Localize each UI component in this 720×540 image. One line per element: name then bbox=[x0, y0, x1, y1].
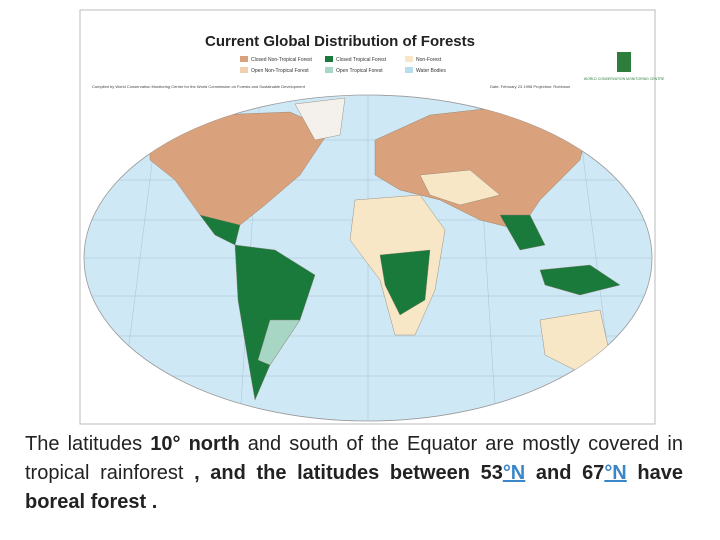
legend-swatch bbox=[325, 67, 333, 73]
legend-swatch bbox=[240, 67, 248, 73]
map-credit: Compiled by World Conservation Monitorin… bbox=[92, 84, 306, 89]
caption-text: 10° north bbox=[150, 433, 240, 455]
caption-text: and 67 bbox=[525, 462, 605, 484]
caption-link[interactable]: °N bbox=[502, 462, 526, 484]
legend-swatch bbox=[240, 56, 248, 62]
map-title: Current Global Distribution of Forests bbox=[205, 33, 475, 50]
legend-label: Non-Forest bbox=[416, 57, 442, 63]
caption-link[interactable]: °N bbox=[604, 462, 627, 484]
caption-text: The latitudes bbox=[25, 433, 151, 455]
caption-text: have boreal forest . bbox=[25, 462, 683, 513]
legend-label: Open Non-Tropical Forest bbox=[251, 68, 309, 74]
caption-text: and south of the Equator are mostly cove… bbox=[25, 433, 683, 484]
logo-text: WORLD CONSERVATION MONITORING CENTRE bbox=[584, 77, 665, 81]
legend: Closed Non-Tropical Forest Closed Tropic… bbox=[240, 56, 446, 74]
legend-label: Water Bodies bbox=[416, 68, 446, 74]
legend-swatch bbox=[405, 67, 413, 73]
caption: The latitudes 10° north and south of the… bbox=[25, 430, 683, 517]
legend-label: Open Tropical Forest bbox=[336, 68, 383, 74]
map-figure: Current Global Distribution of Forests C… bbox=[79, 9, 665, 425]
legend-label: Closed Tropical Forest bbox=[336, 57, 387, 63]
legend-swatch bbox=[405, 56, 413, 62]
map-date: Date: February 23 1998 Projection: Robin… bbox=[490, 84, 570, 89]
continents bbox=[149, 97, 621, 401]
caption-text: , and the latitudes between 53 bbox=[194, 462, 503, 484]
logo-mark bbox=[617, 52, 631, 72]
legend-swatch bbox=[325, 56, 333, 62]
legend-label: Closed Non-Tropical Forest bbox=[251, 57, 313, 63]
